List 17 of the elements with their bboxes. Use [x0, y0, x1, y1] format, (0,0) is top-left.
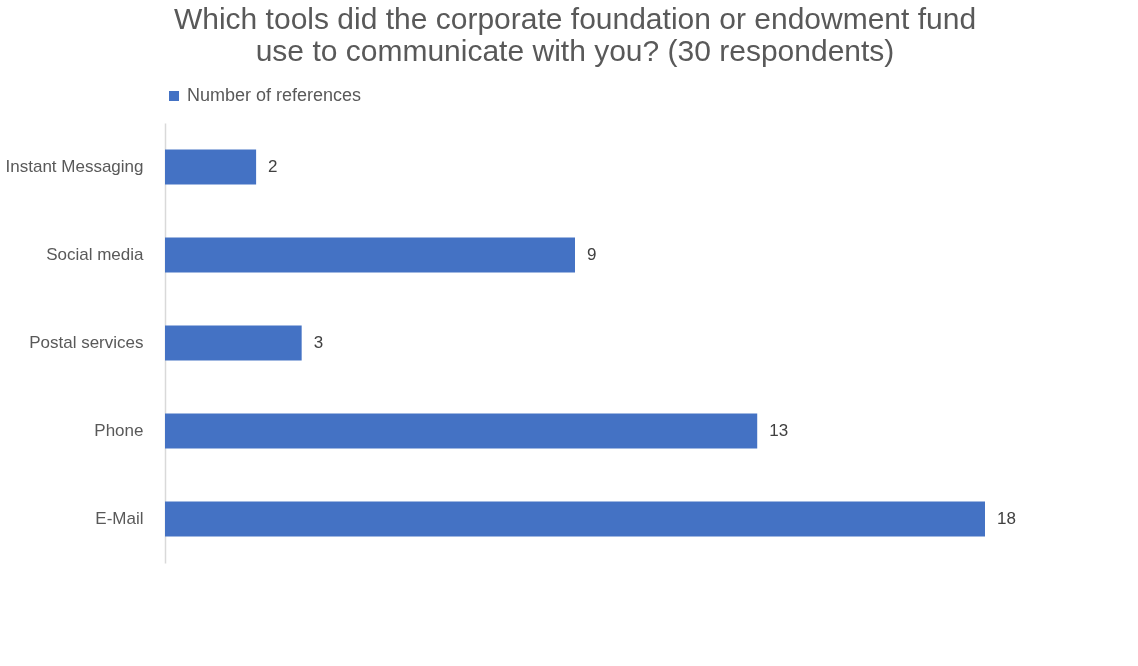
- bar: [165, 237, 575, 273]
- data-label: 2: [268, 157, 278, 176]
- y-tick-label: Postal services: [29, 333, 144, 352]
- data-label: 13: [769, 421, 789, 440]
- data-label: 9: [587, 245, 597, 264]
- bar: [165, 501, 985, 537]
- chart-title: Which tools did the corporate foundation or endowment fund use to communicate with you? (30 respondents): [173, 2, 977, 67]
- bar: [165, 325, 302, 361]
- y-tick-label: Phone: [94, 421, 144, 440]
- y-tick-label: Instant Messaging: [5, 157, 144, 176]
- y-tick-label: Social media: [46, 245, 145, 264]
- bar: [165, 413, 758, 449]
- y-tick-label: E-Mail: [95, 509, 144, 528]
- bar: [165, 149, 257, 185]
- legend-label: Number of references: [187, 85, 362, 105]
- data-label: 18: [997, 509, 1016, 528]
- data-label: 3: [313, 333, 324, 352]
